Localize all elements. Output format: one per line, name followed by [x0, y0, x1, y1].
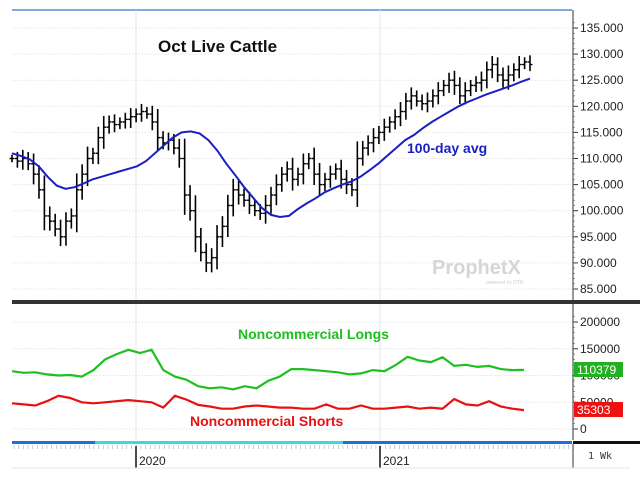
price-tick-label: 90.000 [580, 256, 617, 270]
axis-corner-bar [573, 441, 640, 444]
cot-tick-label: 0 [580, 422, 587, 436]
price-tick-label: 85.000 [580, 282, 617, 296]
watermark-text: ProphetX [432, 257, 522, 279]
price-tick-label: 130.000 [580, 47, 624, 61]
x-label-2021: 2021 [383, 454, 410, 468]
price-tick-label: 125.000 [580, 73, 624, 87]
price-tick-label: 95.000 [580, 230, 617, 244]
panel-separator[interactable] [12, 300, 640, 304]
shorts-label: Noncommercial Shorts [190, 413, 343, 429]
scrollbar-thumb[interactable] [95, 441, 343, 444]
price-tick-label: 105.000 [580, 178, 624, 192]
price-tick-label: 110.000 [580, 152, 623, 166]
price-tick-label: 120.000 [580, 99, 624, 113]
moving-average-label: 100-day avg [407, 140, 487, 156]
shorts-value-badge: 35303 [574, 402, 623, 417]
chart-title: Oct Live Cattle [158, 37, 277, 56]
shorts-value: 35303 [577, 403, 611, 417]
watermark-subtext: powered by DTN [486, 280, 524, 286]
price-tick-label: 100.000 [580, 204, 624, 218]
price-tick-label: 115.000 [580, 125, 623, 139]
period-selector[interactable]: 1 Wk [588, 451, 612, 462]
price-tick-label: 135.000 [580, 21, 624, 35]
longs-value-badge: 110379 [574, 362, 623, 377]
longs-value: 110379 [577, 363, 616, 377]
price-y-ticks: 135.000 130.000 125.000 120.000 115.000 110.0… [573, 21, 624, 296]
time-scrollbar[interactable] [12, 441, 572, 444]
cot-tick-label: 200000 [580, 315, 620, 329]
cot-tick-label: 150000 [580, 342, 620, 356]
longs-label: Noncommercial Longs [238, 326, 389, 342]
price-ohlc-bars [9, 55, 533, 273]
price-gridlines [12, 27, 572, 290]
x-label-2020: 2020 [139, 454, 166, 468]
x-axis-minor-ticks [13, 445, 569, 449]
noncommercial-longs-line [11, 348, 525, 391]
noncommercial-shorts-line [11, 394, 525, 412]
moving-average-line [11, 77, 531, 219]
prophetx-watermark: ProphetX powered by DTN [432, 257, 524, 286]
